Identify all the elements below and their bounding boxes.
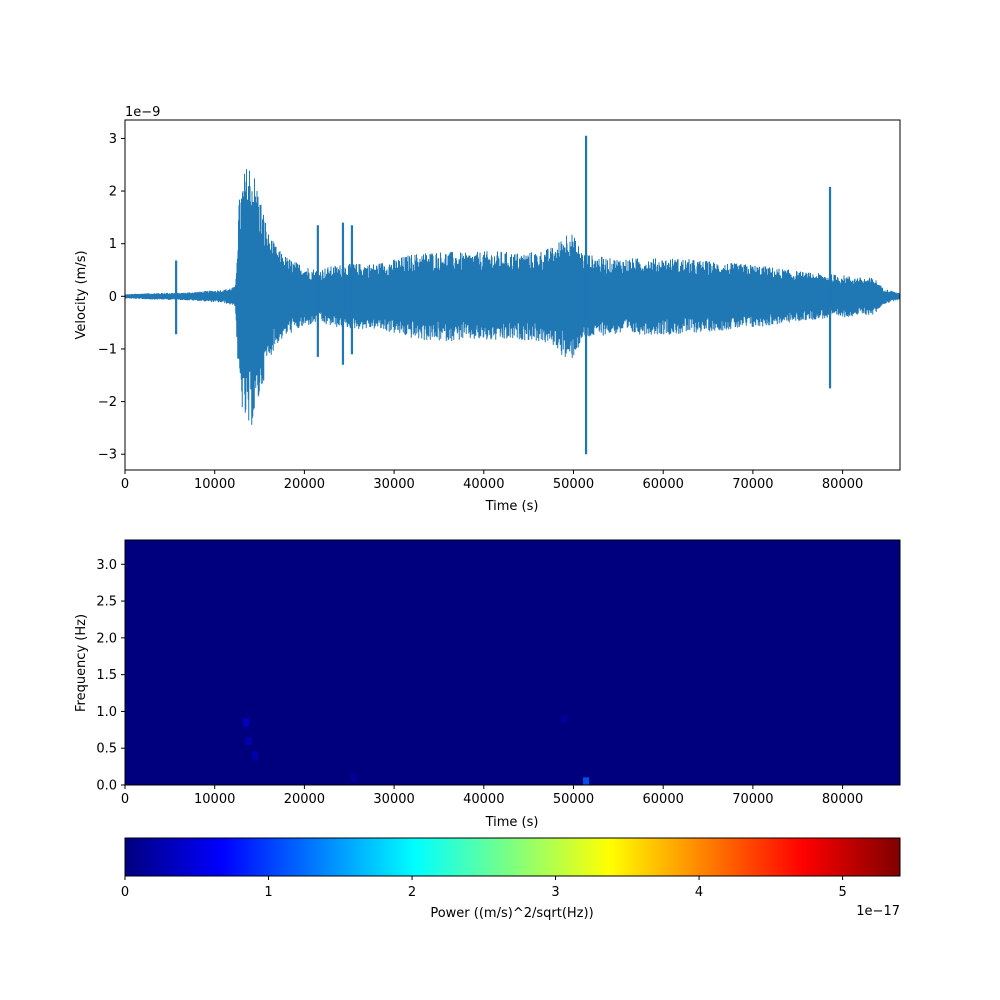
waveform-x-axis: 0 10000 20000 30000 40000 50000 60000 70000 8000… (121, 470, 863, 492)
waveform-y-tick-label: −1 (98, 342, 117, 357)
spectrogram-y-tick-label: 2.5 (96, 595, 117, 610)
spectrogram-image (125, 540, 900, 785)
waveform-x-tick-label: 0 (121, 477, 129, 492)
waveform-y-tick-label: 1 (109, 237, 117, 252)
waveform-x-tick-label: 50000 (553, 477, 594, 492)
spectrogram-hotspot (245, 736, 252, 745)
waveform-y-tick-label: 2 (109, 185, 117, 200)
spectrogram-hotspot (561, 714, 568, 723)
waveform-y-tick-label: 3 (109, 132, 117, 147)
waveform-x-tick-label: 10000 (194, 477, 235, 492)
waveform-offset-label: 1e−9 (125, 105, 160, 120)
colorbar-axis: 0 1 2 3 4 5 (121, 876, 847, 900)
waveform-y-tick-label: −2 (98, 395, 117, 410)
spectrogram-x-axis-label: Time (s) (485, 815, 539, 830)
spectrogram-hotspot (252, 751, 259, 760)
waveform-x-tick-label: 80000 (822, 477, 863, 492)
colorbar-offset-label: 1e−17 (856, 904, 900, 919)
waveform-y-tick-label: −3 (98, 448, 117, 463)
spectrogram-x-tick-label: 60000 (643, 792, 684, 807)
spectrogram-hotspot (583, 777, 590, 785)
spectrogram-x-tick-label: 0 (121, 792, 129, 807)
spectrogram-hotspot (243, 718, 250, 727)
spectrogram-chart: 0.0 0.5 1.0 1.5 2.0 2.5 3.0 0 10000 20000 30000 40… (74, 539, 901, 830)
waveform-series-line (125, 169, 900, 425)
waveform-x-axis-label: Time (s) (485, 499, 539, 514)
colorbar-tick-label: 5 (838, 885, 846, 900)
spectrogram-x-tick-label: 10000 (194, 792, 235, 807)
colorbar-label: Power ((m/s)^2/sqrt(Hz)) (430, 906, 593, 921)
colorbar-tick-label: 3 (551, 885, 559, 900)
spectrogram-y-tick-label: 1.5 (96, 668, 117, 683)
spectrogram-x-tick-label: 70000 (732, 792, 773, 807)
spectrogram-x-tick-label: 20000 (284, 792, 325, 807)
waveform-axes-frame (124, 119, 901, 471)
colorbar-tick-label: 1 (264, 885, 272, 900)
spectrogram-hotspot (350, 773, 357, 782)
spectrogram-y-tick-label: 0.5 (96, 742, 117, 757)
waveform-x-tick-label: 30000 (373, 477, 414, 492)
spectrogram-y-tick-label: 3.0 (96, 558, 117, 573)
waveform-x-tick-label: 40000 (463, 477, 504, 492)
colorbar-tick-label: 0 (121, 885, 129, 900)
spectrogram-y-axis-label: Frequency (Hz) (74, 614, 89, 712)
waveform-x-tick-label: 60000 (643, 477, 684, 492)
spectrogram-x-tick-label: 50000 (553, 792, 594, 807)
spectrogram-x-tick-label: 40000 (463, 792, 504, 807)
spectrogram-y-tick-label: 2.0 (96, 631, 117, 646)
spectrogram-y-axis: 0.0 0.5 1.0 1.5 2.0 2.5 3.0 (96, 558, 125, 794)
colorbar-gradient (124, 837, 901, 877)
waveform-y-axis-label: Velocity (m/s) (74, 250, 89, 339)
spectrogram-x-axis: 0 10000 20000 30000 40000 50000 60000 70000 8000… (121, 785, 863, 807)
waveform-y-tick-label: 0 (109, 290, 117, 305)
spectrogram-axes-frame (124, 539, 901, 786)
waveform-chart: −3 −2 −1 0 1 2 3 0 10000 20000 30000 40000 50000 600… (74, 105, 901, 514)
spectrogram-x-tick-label: 30000 (373, 792, 414, 807)
colorbar-tick-label: 2 (408, 885, 416, 900)
spectrogram-y-tick-label: 1.0 (96, 705, 117, 720)
waveform-x-tick-label: 20000 (284, 477, 325, 492)
waveform-y-axis: −3 −2 −1 0 1 2 3 (98, 132, 125, 463)
waveform-x-tick-label: 70000 (732, 477, 773, 492)
colorbar: 0 1 2 3 4 5 Power ((m/s)^2/sqrt(Hz)) 1e−17 (121, 837, 901, 921)
spectrogram-y-tick-label: 0.0 (96, 779, 117, 794)
spectrogram-x-tick-label: 80000 (822, 792, 863, 807)
colorbar-tick-label: 4 (695, 885, 703, 900)
